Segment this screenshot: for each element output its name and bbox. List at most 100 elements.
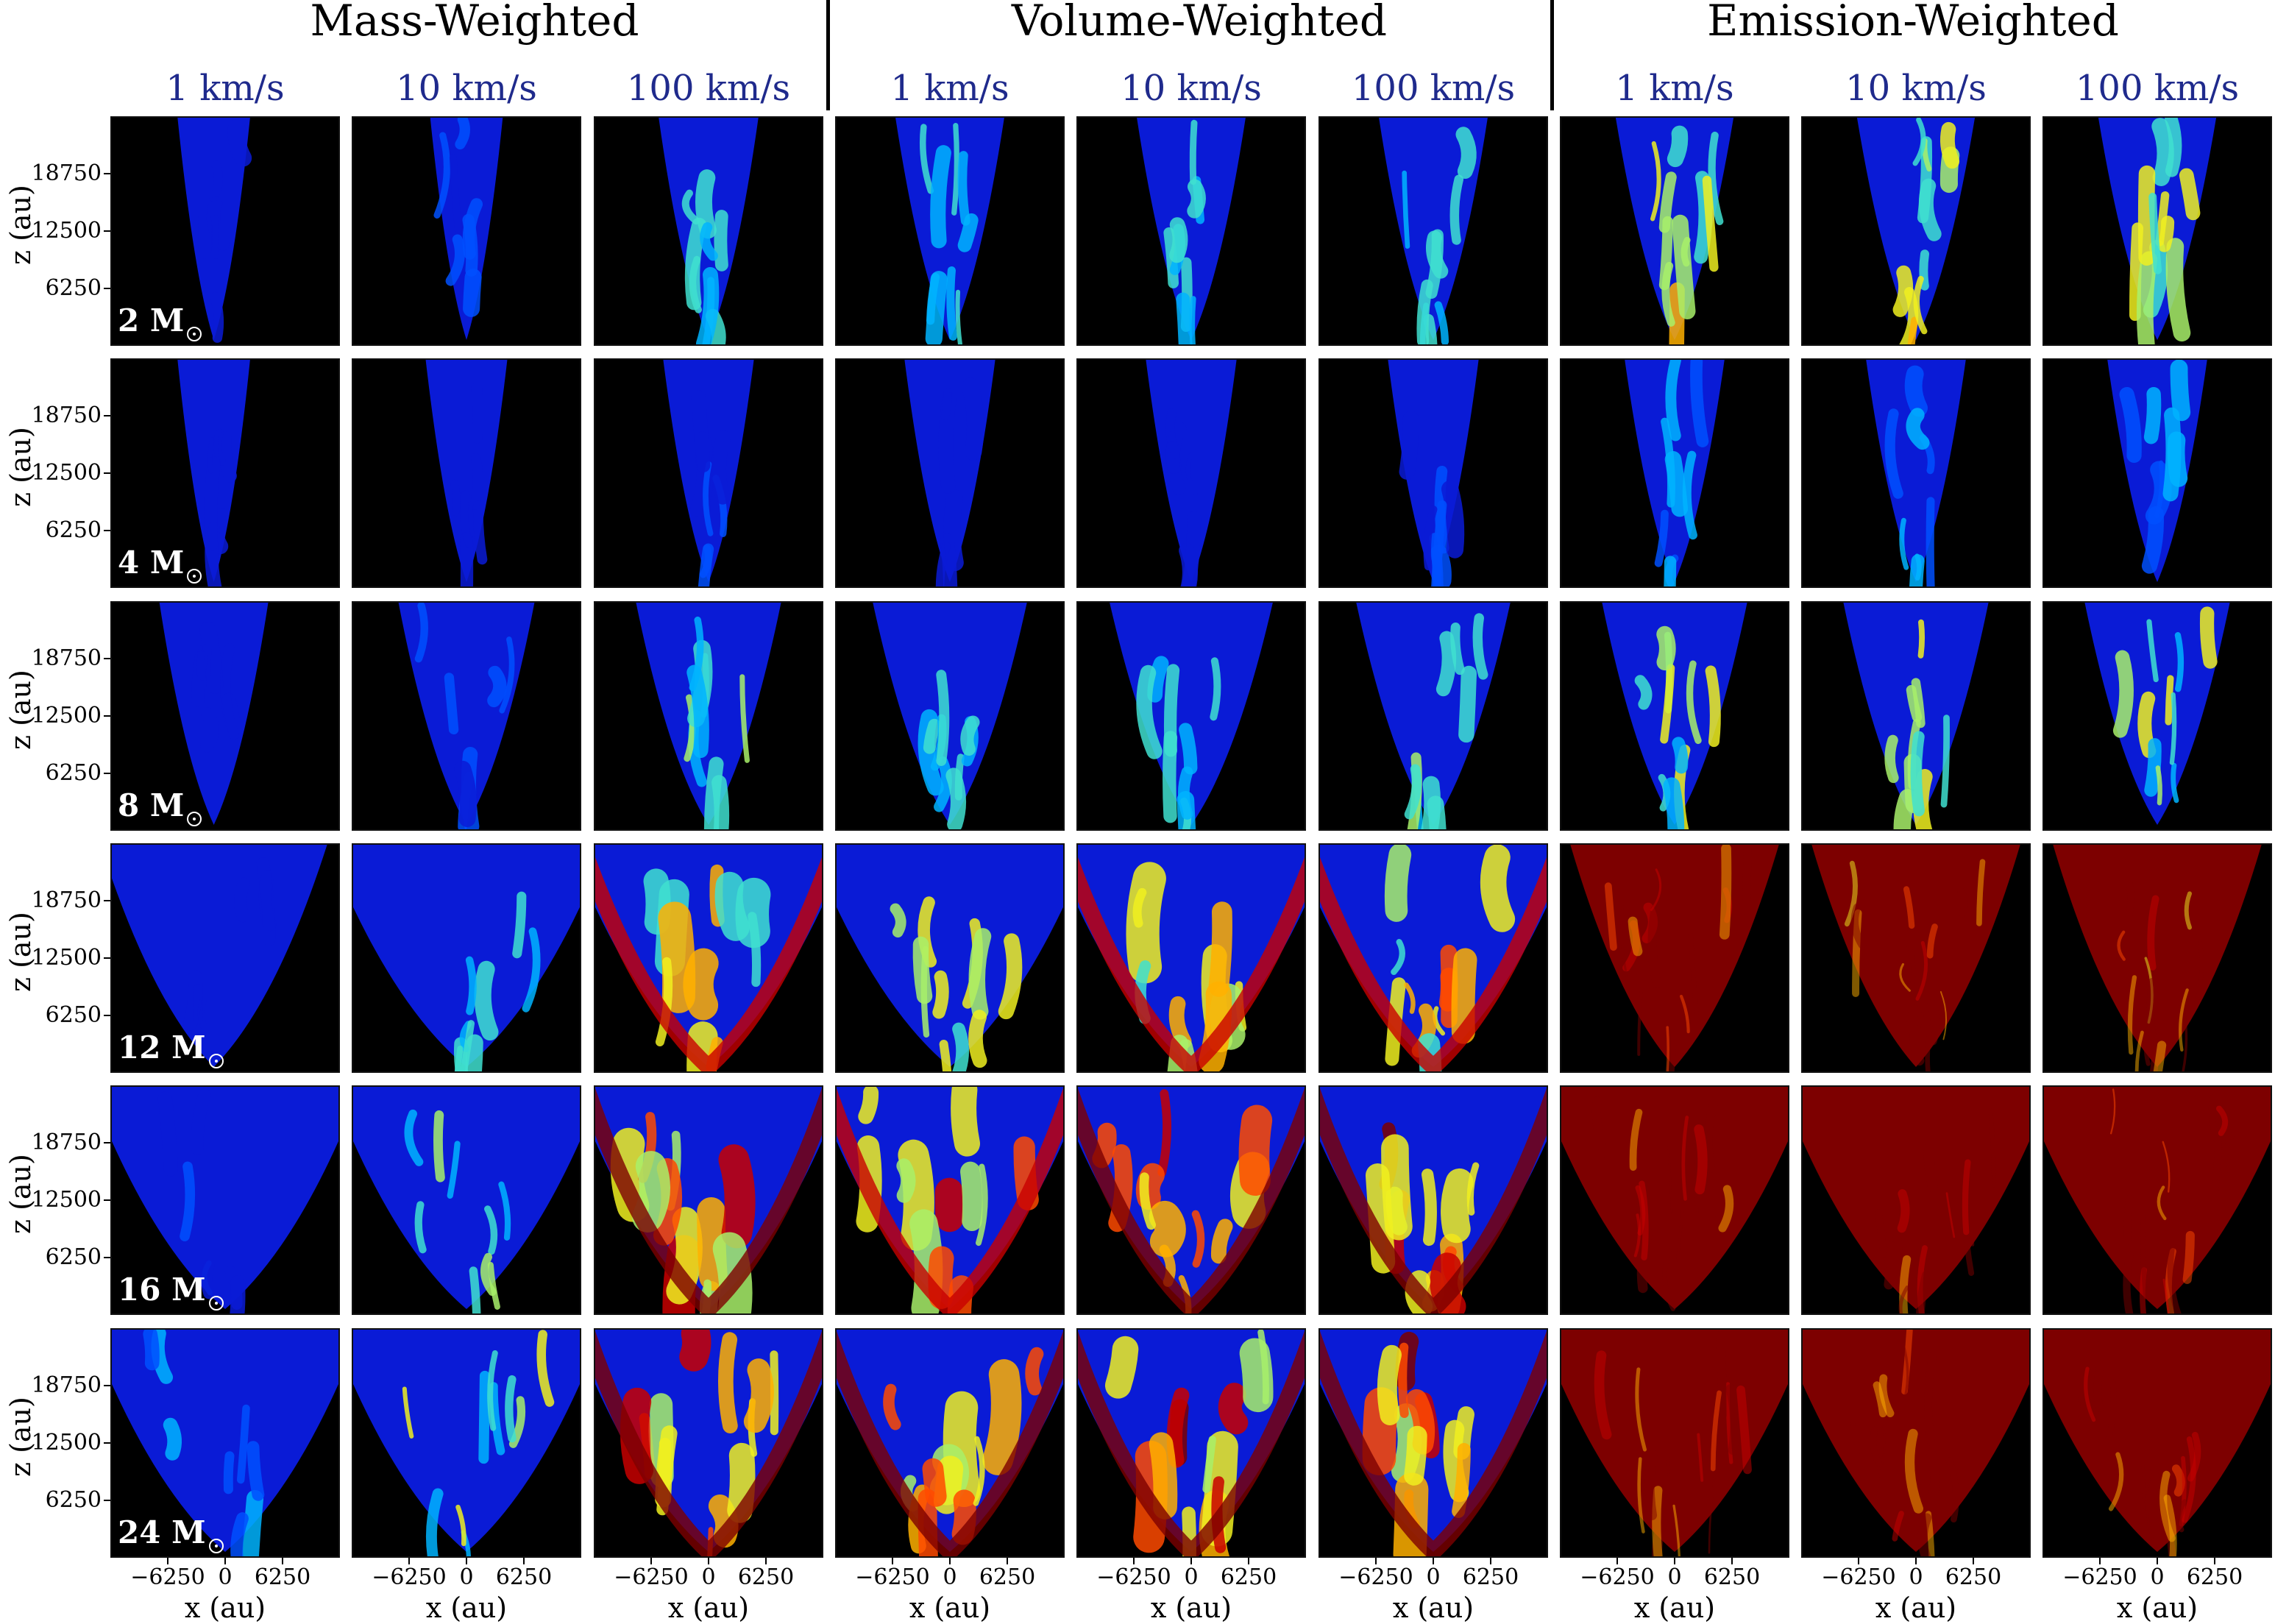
outflow-structure xyxy=(1433,238,1441,271)
x-tick-label: 6250 xyxy=(956,1567,1059,1589)
heatmap-panel-r0-c3 xyxy=(835,116,1065,346)
outflow-structure xyxy=(472,277,474,309)
outflow-structure xyxy=(1944,718,1947,804)
outflow-structure xyxy=(1477,618,1483,675)
y-tick-label: 18750 xyxy=(28,890,102,912)
heatmap-panel-r2-c0: 8 M xyxy=(110,601,340,831)
x-tick-mark xyxy=(1616,1558,1618,1564)
heatmap-panel-r1-c4 xyxy=(1076,358,1306,588)
heatmap-panel-r3-c0: 12 M xyxy=(110,843,340,1073)
outflow-structure xyxy=(214,165,219,197)
y-tick-label: 12500 xyxy=(28,462,102,484)
outflow-structure xyxy=(1463,135,1469,171)
x-tick-mark xyxy=(167,1558,168,1564)
outflow-structure xyxy=(1902,1194,1906,1228)
solar-symbol-icon xyxy=(209,1539,224,1553)
heatmap-svg xyxy=(1078,118,1305,344)
x-tick-mark xyxy=(650,1558,652,1564)
solar-symbol-icon xyxy=(187,812,202,826)
heatmap-svg xyxy=(353,845,580,1071)
y-tick-label: 6250 xyxy=(28,277,102,299)
outflow-structure xyxy=(250,1498,255,1556)
outflow-structure xyxy=(1194,187,1199,211)
heatmap-svg xyxy=(353,603,580,829)
heatmap-svg xyxy=(1803,118,2029,344)
heatmap-panel-r5-c1 xyxy=(352,1328,581,1558)
outflow-structure xyxy=(1653,909,1657,984)
outflow-structure xyxy=(962,155,965,221)
outflow-structure xyxy=(1708,1104,1714,1168)
x-tick-mark xyxy=(408,1558,410,1564)
heatmap-panel-r2-c8 xyxy=(2042,601,2272,831)
x-tick-mark xyxy=(1190,1558,1192,1564)
heatmap-svg xyxy=(837,118,1063,344)
outflow-structure xyxy=(1138,893,1143,923)
x-tick-mark xyxy=(1433,1558,1434,1564)
outflow-structure xyxy=(1435,505,1442,586)
outflow-structure xyxy=(1218,1227,1225,1256)
x-tick-mark xyxy=(1133,1558,1135,1564)
x-tick-mark xyxy=(892,1558,893,1564)
heatmap-svg xyxy=(595,1330,822,1556)
solar-symbol-icon xyxy=(187,327,202,341)
outflow-structure xyxy=(755,1370,762,1422)
heatmap-svg xyxy=(1078,360,1305,586)
y-tick-label: 12500 xyxy=(28,947,102,969)
heatmap-panel-r3-c3 xyxy=(835,843,1065,1073)
outflow-structure xyxy=(949,1192,950,1218)
outflow-structure xyxy=(475,458,478,505)
outflow-structure xyxy=(1725,848,1727,935)
outflow-structure xyxy=(1671,361,1676,436)
outflow-structure xyxy=(1455,1182,1459,1229)
heatmap-panel-r4-c3 xyxy=(835,1085,1065,1315)
outflow-structure xyxy=(714,782,722,829)
outflow-structure xyxy=(224,438,230,475)
outflow-structure xyxy=(469,220,472,271)
outflow-structure xyxy=(694,1334,697,1357)
outflow-structure xyxy=(774,1355,775,1431)
outflow-structure xyxy=(719,438,723,497)
heatmap-panel-r2-c7 xyxy=(1801,601,2031,831)
y-tick-label: 6250 xyxy=(28,762,102,784)
outflow-structure xyxy=(866,1093,871,1117)
heatmap-svg xyxy=(595,118,822,344)
y-tick-label: 12500 xyxy=(28,1432,102,1454)
outflow-structure xyxy=(904,1166,908,1195)
y-tick-label: 18750 xyxy=(28,405,102,427)
outflow-structure xyxy=(1900,273,1906,310)
x-axis-label: x (au) xyxy=(1801,1593,2031,1623)
outflow-structure xyxy=(1006,941,1014,1012)
y-tick-mark xyxy=(104,1199,110,1201)
x-tick-mark xyxy=(1973,1558,1974,1564)
x-tick-label: 6250 xyxy=(472,1567,575,1589)
outflow-structure xyxy=(2153,196,2158,270)
outflow-structure xyxy=(1458,1450,1464,1511)
mass-label-row-5: 24 M xyxy=(118,1514,224,1553)
heatmap-svg xyxy=(595,845,822,1071)
outflow-structure xyxy=(1171,670,1174,751)
heatmap-svg xyxy=(353,1330,580,1556)
y-tick-mark xyxy=(104,472,110,474)
x-tick-mark xyxy=(708,1558,709,1564)
outflow-cone xyxy=(1561,1330,1788,1552)
outflow-structure xyxy=(473,1271,477,1313)
heatmap-panel-r0-c6 xyxy=(1560,116,1789,346)
heatmap-panel-r4-c4 xyxy=(1076,1085,1306,1315)
y-tick-label: 6250 xyxy=(28,1247,102,1269)
heatmap-panel-r1-c6 xyxy=(1560,358,1789,588)
y-tick-label: 18750 xyxy=(28,648,102,670)
outflow-structure xyxy=(1230,1394,1237,1422)
group-separator-2 xyxy=(1550,0,1554,110)
column-label-8: 100 km/s xyxy=(2042,68,2272,109)
heatmap-panel-r0-c0: 2 M xyxy=(110,116,340,346)
x-axis-label: x (au) xyxy=(594,1593,823,1623)
outflow-structure xyxy=(647,1166,655,1217)
outflow-structure xyxy=(1961,891,1965,914)
outflow-structure xyxy=(509,1380,512,1439)
outflow-structure xyxy=(1720,1336,1722,1415)
outflow-structure xyxy=(947,541,951,586)
outflow-structure xyxy=(2143,1212,2146,1297)
outflow-structure xyxy=(1414,1436,1417,1475)
outflow-structure xyxy=(703,549,709,586)
outflow-structure xyxy=(236,128,243,158)
